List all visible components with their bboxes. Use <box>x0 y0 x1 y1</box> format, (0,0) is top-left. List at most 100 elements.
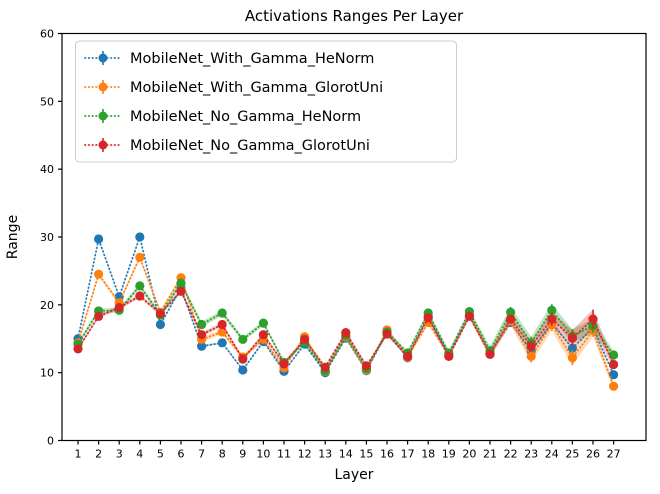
chart-title: Activations Ranges Per Layer <box>245 7 464 25</box>
y-tick-label: 50 <box>40 95 54 108</box>
legend-marker-sample <box>98 53 108 63</box>
x-tick-label: 12 <box>298 448 312 461</box>
x-tick-label: 20 <box>462 448 476 461</box>
x-tick-label: 2 <box>95 448 102 461</box>
x-tick-label: 27 <box>607 448 621 461</box>
x-tick-label: 7 <box>198 448 205 461</box>
data-point <box>526 341 536 351</box>
data-point <box>506 314 516 324</box>
y-tick-label: 40 <box>40 163 54 176</box>
x-tick-label: 14 <box>339 448 353 461</box>
data-point <box>547 314 557 324</box>
x-tick-label: 18 <box>421 448 435 461</box>
x-tick-label: 15 <box>359 448 373 461</box>
x-tick-label: 10 <box>256 448 270 461</box>
data-point <box>94 234 104 244</box>
data-point <box>567 343 578 353</box>
data-point <box>361 361 371 371</box>
series-mobilenet-with-gamma-henorm <box>73 232 619 380</box>
data-point <box>197 330 207 340</box>
data-point <box>155 309 165 319</box>
x-tick-label: 24 <box>545 448 559 461</box>
data-point <box>547 305 557 315</box>
x-tick-label: 1 <box>75 448 82 461</box>
x-tick-label: 23 <box>524 448 538 461</box>
y-tick-label: 20 <box>40 299 54 312</box>
y-tick-label: 0 <box>47 435 54 448</box>
data-point <box>114 302 124 313</box>
data-point <box>238 365 248 375</box>
x-tick-label: 19 <box>442 448 456 461</box>
data-point <box>176 278 186 288</box>
data-point <box>609 350 619 360</box>
data-point <box>197 341 207 351</box>
x-tick-label: 17 <box>401 448 415 461</box>
data-point <box>258 330 268 340</box>
series-mobilenet-with-gamma-glorotuni <box>73 252 619 391</box>
legend-marker-sample <box>98 111 108 121</box>
x-tick-label: 26 <box>586 448 600 461</box>
data-point <box>588 314 598 324</box>
legend-box <box>75 40 457 163</box>
data-point <box>73 344 83 354</box>
series-mobilenet-no-gamma-henorm <box>73 278 619 376</box>
data-point <box>135 291 145 301</box>
x-tick-label: 11 <box>277 448 291 461</box>
legend-marker-sample <box>98 82 108 92</box>
legend-label: MobileNet_No_Gamma_HeNorm <box>130 109 361 125</box>
x-tick-label: 9 <box>239 448 246 461</box>
legend-item-mobilenet-with-gamma-henorm: MobileNet_With_Gamma_HeNorm <box>84 51 374 67</box>
legend-label: MobileNet_With_Gamma_GlorotUni <box>130 80 383 96</box>
data-point <box>485 349 495 359</box>
x-tick-label: 13 <box>318 448 332 461</box>
data-point <box>155 319 165 330</box>
data-point <box>341 328 351 338</box>
x-tick-label: 21 <box>483 448 497 461</box>
data-point <box>609 370 619 380</box>
data-point <box>464 311 474 321</box>
y-tick-label: 60 <box>40 28 54 41</box>
legend-marker-sample <box>98 140 108 150</box>
x-tick-label: 5 <box>157 448 164 461</box>
line-mobilenet-no-gamma-glorotuni <box>77 289 615 369</box>
data-point <box>238 334 248 345</box>
x-tick-label: 4 <box>136 448 143 461</box>
x-tick-label: 22 <box>504 448 518 461</box>
y-tick-label: 10 <box>40 367 54 380</box>
data-point <box>279 359 289 369</box>
x-tick-label: 25 <box>565 448 579 461</box>
legend: MobileNet_With_Gamma_HeNorm MobileNet_Wit… <box>75 40 457 163</box>
legend-label: MobileNet_With_Gamma_HeNorm <box>130 51 374 67</box>
data-point <box>217 308 227 318</box>
legend-item-mobilenet-no-gamma-glorotuni: MobileNet_No_Gamma_GlorotUni <box>84 138 370 154</box>
data-point <box>526 351 536 361</box>
data-point <box>567 333 578 343</box>
x-tick-label: 8 <box>219 448 226 461</box>
data-point <box>423 313 433 323</box>
data-point <box>567 353 578 363</box>
data-point <box>403 351 413 361</box>
y-axis-label: Range <box>5 215 21 259</box>
data-point <box>609 381 619 391</box>
data-point <box>238 354 248 364</box>
data-point <box>506 307 516 317</box>
y-tick-label: 30 <box>40 231 54 244</box>
data-point <box>444 351 454 361</box>
x-tick-label: 6 <box>178 448 185 461</box>
x-axis-label: Layer <box>334 467 373 483</box>
legend-item-mobilenet-with-gamma-glorotuni: MobileNet_With_Gamma_GlorotUni <box>84 80 383 96</box>
data-point <box>300 334 310 345</box>
data-point <box>609 359 619 370</box>
x-tick-label: 3 <box>116 448 123 461</box>
data-point <box>197 319 207 330</box>
data-series <box>73 232 619 391</box>
data-point <box>217 338 227 348</box>
data-point <box>382 329 392 339</box>
data-point <box>135 232 145 242</box>
legend-item-mobilenet-no-gamma-henorm: MobileNet_No_Gamma_HeNorm <box>84 109 361 125</box>
series-mobilenet-no-gamma-glorotuni <box>73 286 619 372</box>
data-point <box>94 311 104 321</box>
